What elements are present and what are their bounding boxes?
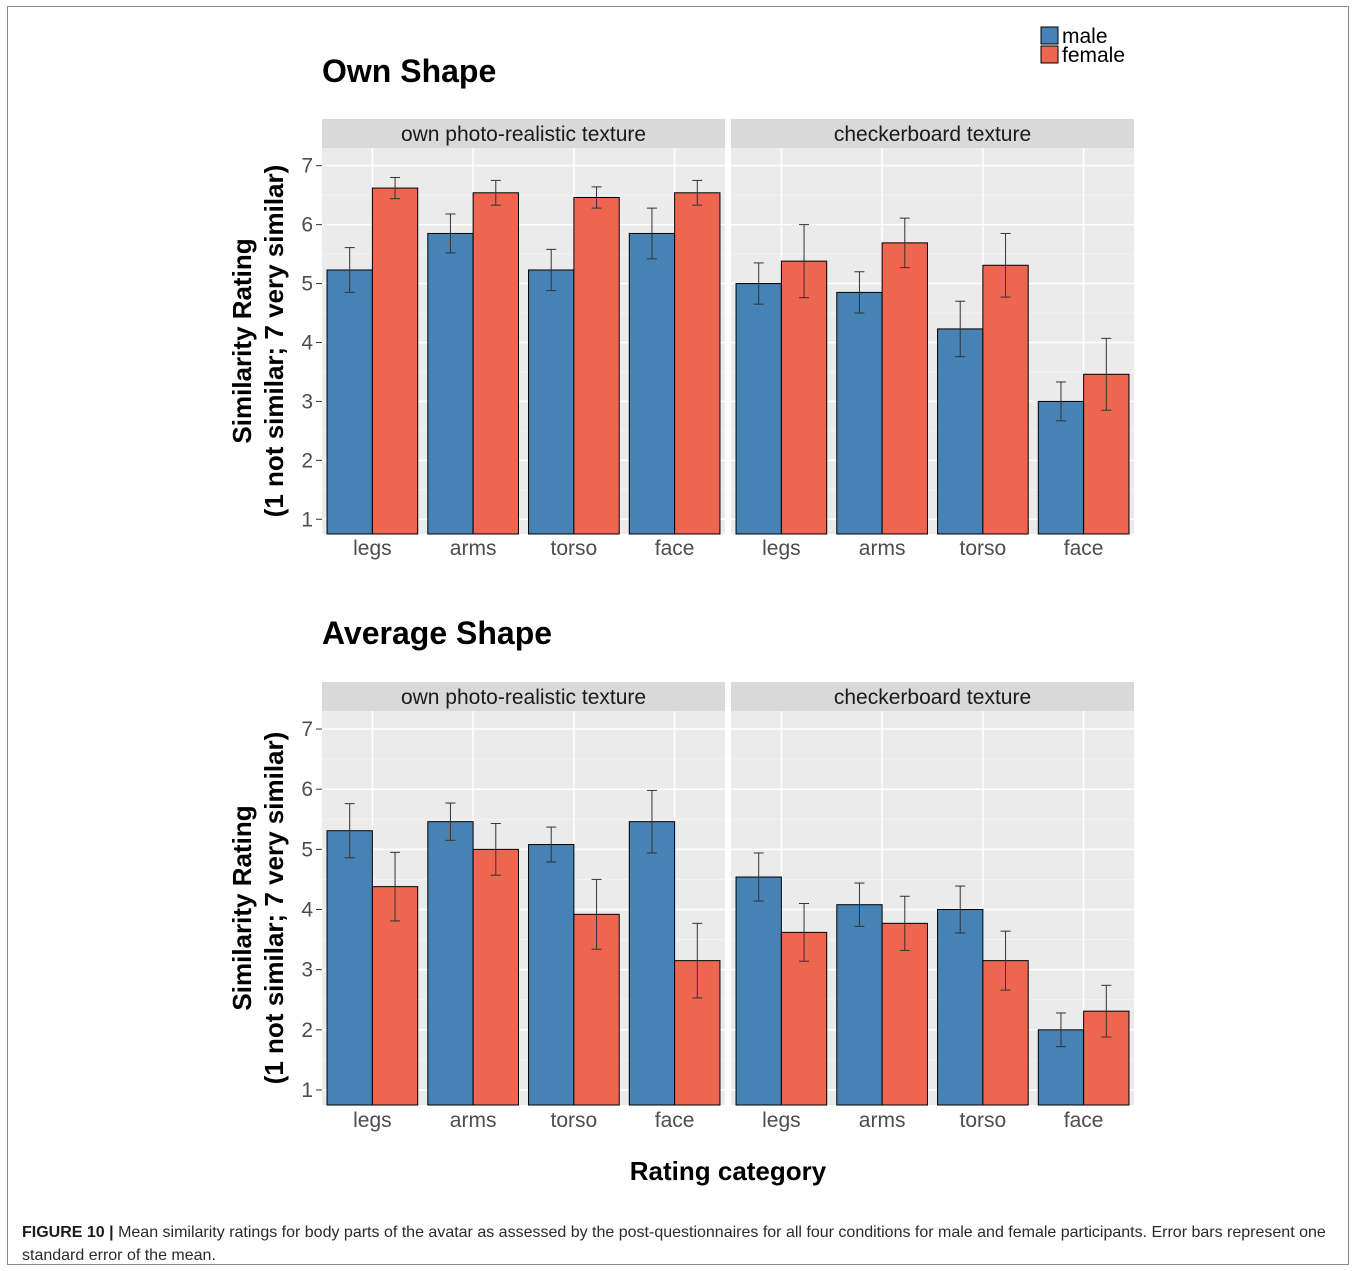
y-tick-label: 5 <box>301 838 313 861</box>
legend-label-female: female <box>1062 44 1125 67</box>
bar-male-torso <box>937 909 984 1106</box>
facet-strip <box>322 119 725 148</box>
bar-female-face <box>674 960 721 1106</box>
bar-male-arms <box>427 821 474 1106</box>
bar-male-torso <box>528 844 575 1106</box>
facet-strip-label: checkerboard texture <box>834 686 1031 709</box>
y-tick-label: 4 <box>301 899 313 922</box>
legend-swatch-female <box>1040 45 1059 64</box>
x-tick-label: arms <box>859 1109 906 1132</box>
x-tick-label: face <box>1064 1109 1104 1132</box>
x-tick-label: face <box>1064 537 1104 560</box>
y-tick-label: 2 <box>301 449 313 472</box>
caption-label: FIGURE 10 | <box>22 1224 114 1241</box>
facet-strip-label: own photo-realistic texture <box>401 123 646 146</box>
chart-2: Average Shape Similarity Rating (1 not sim… <box>227 615 1134 1132</box>
y-tick-label: 4 <box>301 331 313 354</box>
legend-label-male: male <box>1062 25 1108 48</box>
x-tick-label: face <box>655 1109 695 1132</box>
x-tick-label: torso <box>551 537 598 560</box>
bar-male-arms <box>836 291 883 535</box>
bar-male-legs <box>326 830 373 1106</box>
x-tick-label: torso <box>960 1109 1007 1132</box>
x-tick-label: legs <box>353 1109 392 1132</box>
facet-1: own photo-realistic texture legs arms torso… <box>322 119 725 560</box>
caption-text: Mean similarity ratings for body parts o… <box>22 1224 1326 1264</box>
bar-female-torso <box>573 197 620 535</box>
bar-female-arms <box>881 242 928 535</box>
bar-male-torso <box>937 328 984 535</box>
y-axis-title-line-1: Similarity Rating <box>227 238 257 443</box>
facet-strip-label: checkerboard texture <box>834 123 1031 146</box>
x-axis-title: Rating category <box>630 1156 827 1186</box>
bar-male-legs <box>735 283 782 535</box>
legend: male female <box>1040 25 1125 67</box>
bar-male-face <box>628 232 676 535</box>
chart-title: Own Shape <box>322 53 496 89</box>
y-axis-title-line-2: (1 not similar; 7 very similar) <box>259 732 289 1085</box>
bar-male-arms <box>427 232 474 535</box>
x-tick-label: arms <box>450 537 497 560</box>
y-tick-label: 2 <box>301 1019 313 1042</box>
facet-2: checkerboard texture legs arms torso face <box>731 682 1134 1132</box>
y-axis-title-line-2: (1 not similar; 7 very similar) <box>259 165 289 518</box>
x-tick-label: legs <box>353 537 392 560</box>
x-tick-label: torso <box>551 1109 598 1132</box>
y-tick-label: 7 <box>301 718 313 741</box>
figure-caption: FIGURE 10 | Mean similarity ratings for … <box>22 1221 1342 1267</box>
bar-male-arms <box>836 904 883 1106</box>
bar-male-torso <box>528 269 575 535</box>
facet-2: checkerboard texture legs arms torso face <box>731 119 1134 560</box>
y-axis-title-line-1: Similarity Rating <box>227 805 257 1010</box>
bar-male-legs <box>735 876 782 1106</box>
bar-male-face <box>628 821 676 1106</box>
facet-strip <box>731 682 1134 711</box>
y-tick-label: 3 <box>301 959 313 982</box>
y-tick-label: 5 <box>301 273 313 296</box>
x-tick-label: face <box>655 537 695 560</box>
bar-female-legs <box>371 187 419 535</box>
bar-male-face <box>1037 400 1085 535</box>
facet-strip <box>322 682 725 711</box>
figure-frame <box>7 6 1349 1265</box>
bar-female-torso <box>982 264 1029 535</box>
y-tick-label: 6 <box>301 214 313 237</box>
y-tick-label: 1 <box>301 1079 313 1102</box>
y-tick-label: 1 <box>301 508 313 531</box>
bar-female-arms <box>472 848 519 1106</box>
bar-female-face <box>674 192 721 535</box>
y-tick-label: 6 <box>301 778 313 801</box>
y-tick-label: 3 <box>301 390 313 413</box>
x-tick-label: arms <box>859 537 906 560</box>
x-tick-label: legs <box>762 537 801 560</box>
facet-strip <box>731 119 1134 148</box>
facet-1: own photo-realistic texture legs arms torso… <box>322 682 725 1132</box>
bar-female-arms <box>881 922 928 1106</box>
y-tick-label: 7 <box>301 155 313 178</box>
chart-title: Average Shape <box>322 615 552 651</box>
x-tick-label: torso <box>960 537 1007 560</box>
bar-male-legs <box>326 269 373 535</box>
legend-swatch-male <box>1040 26 1059 45</box>
facet-strip-label: own photo-realistic texture <box>401 686 646 709</box>
x-tick-label: arms <box>450 1109 497 1132</box>
bar-female-legs <box>780 260 828 535</box>
chart-1: Own Shape Similarity Rating (1 not similar… <box>227 53 1134 560</box>
x-tick-label: legs <box>762 1109 801 1132</box>
bar-female-arms <box>472 192 519 535</box>
